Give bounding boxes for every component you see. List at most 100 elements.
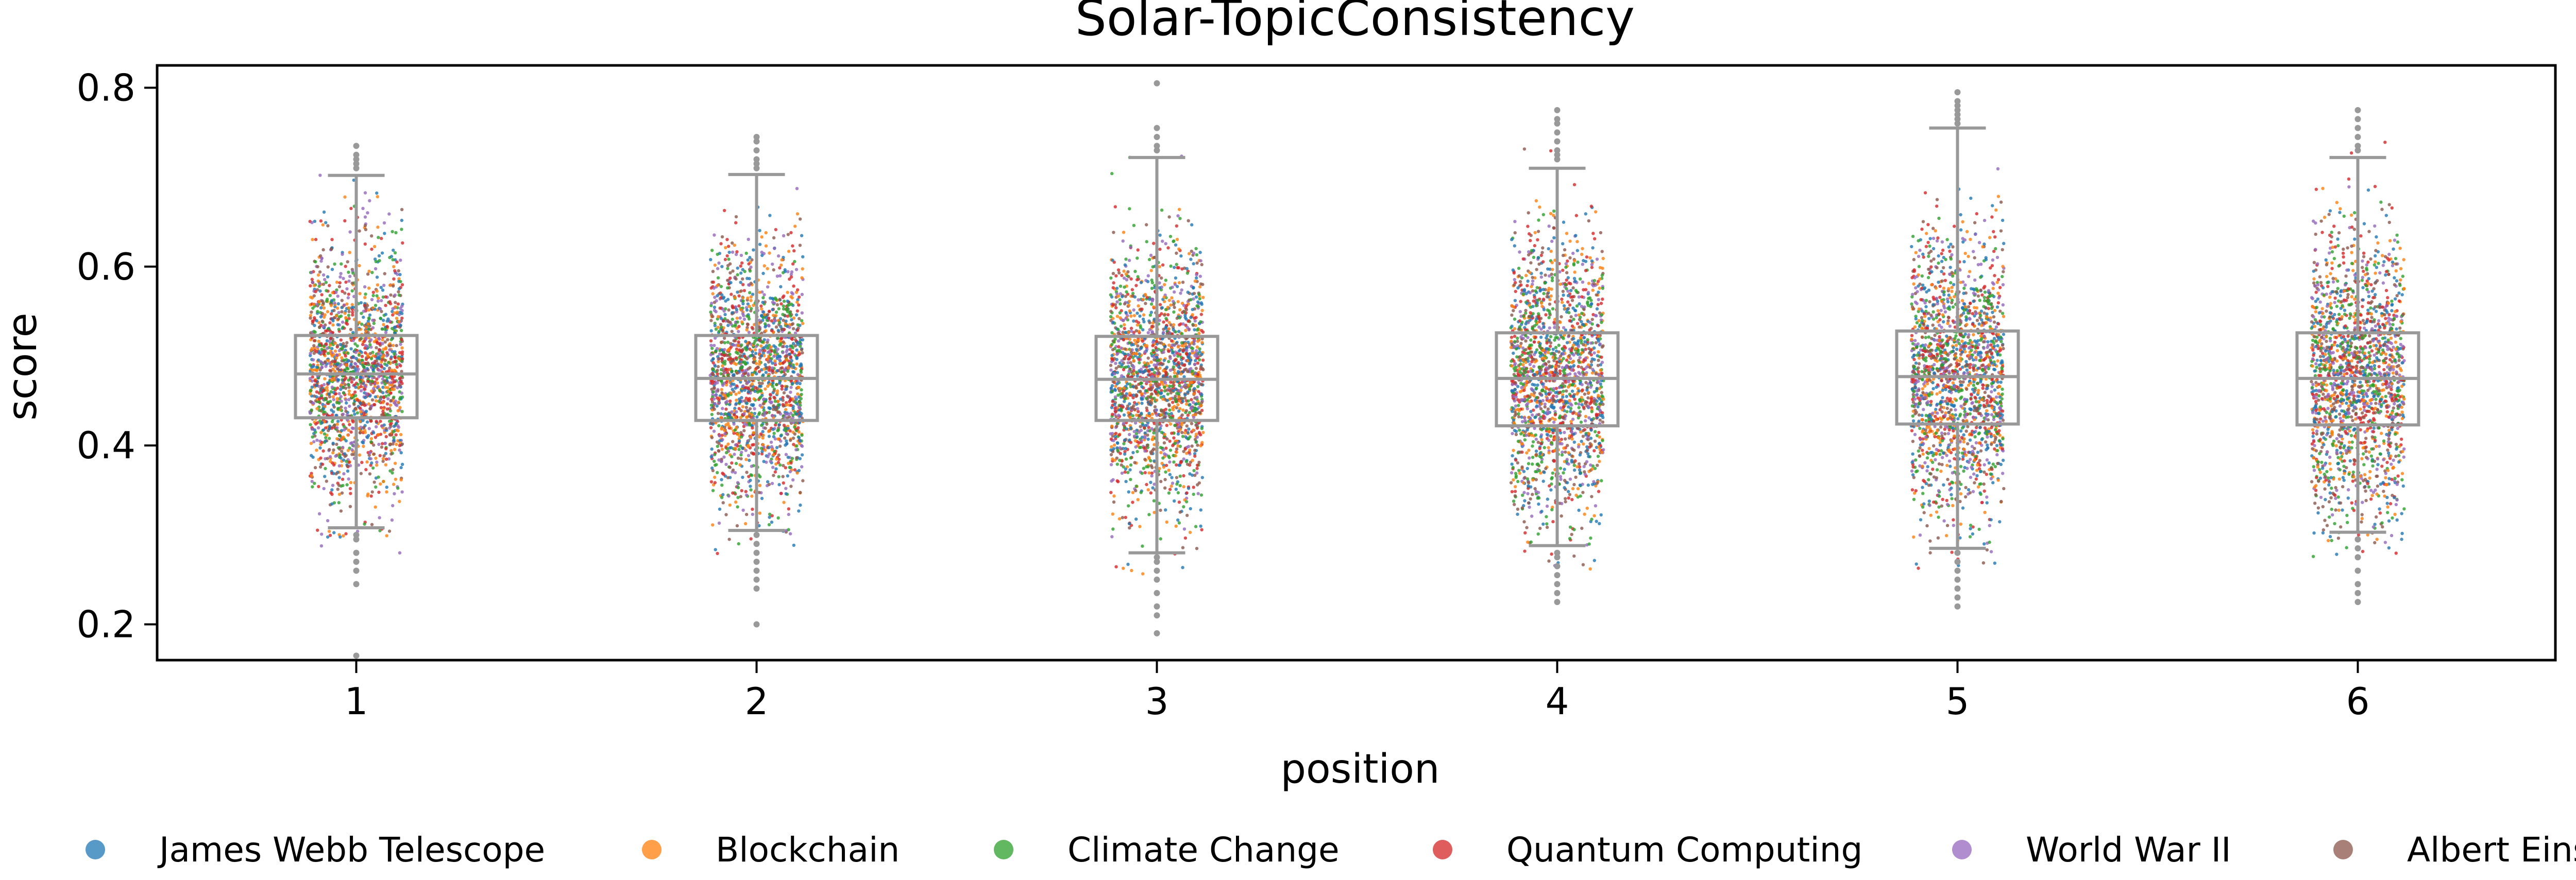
- strip-point: [727, 250, 731, 254]
- strip-point: [398, 383, 401, 387]
- strip-point: [767, 350, 771, 354]
- strip-point: [730, 359, 734, 363]
- strip-point: [735, 308, 739, 312]
- strip-point: [369, 357, 374, 360]
- strip-point: [1160, 461, 1164, 465]
- strip-point: [767, 281, 771, 284]
- strip-point: [788, 532, 792, 536]
- strip-point: [347, 389, 351, 393]
- strip-point: [762, 367, 766, 371]
- strip-point: [786, 270, 790, 273]
- strip-point: [317, 351, 321, 355]
- strip-point: [737, 324, 741, 329]
- strip-point: [799, 397, 803, 401]
- strip-point: [384, 457, 388, 461]
- strip-point: [1175, 447, 1179, 451]
- strip-point: [741, 277, 744, 281]
- strip-point: [384, 427, 388, 430]
- strip-point: [340, 356, 344, 360]
- strip-point: [319, 219, 323, 223]
- strip-point: [312, 294, 316, 298]
- strip-point: [1162, 441, 1166, 445]
- strip-point: [1178, 510, 1182, 514]
- strip-point: [795, 356, 799, 359]
- strip-point: [325, 298, 329, 301]
- strip-point: [1183, 363, 1187, 367]
- strip-point: [722, 354, 726, 357]
- strip-point: [791, 478, 795, 482]
- strip-point: [771, 381, 775, 385]
- strip-point: [330, 378, 334, 382]
- strip-point: [393, 293, 397, 297]
- strip-point: [329, 343, 332, 347]
- strip-point: [1200, 441, 1204, 444]
- strip-point: [364, 325, 368, 329]
- strip-point: [350, 281, 354, 285]
- strip-point: [392, 248, 395, 252]
- strip-point: [1164, 470, 1167, 474]
- strip-point: [400, 462, 404, 466]
- strip-point: [330, 354, 334, 358]
- strip-point: [709, 455, 713, 459]
- strip-point: [1147, 370, 1151, 373]
- strip-point: [723, 341, 727, 344]
- strip-point: [735, 410, 738, 413]
- strip-point: [716, 294, 719, 298]
- strip-point: [711, 361, 715, 365]
- strip-point: [727, 494, 731, 498]
- strip-point: [396, 487, 400, 490]
- strip-point: [741, 508, 745, 512]
- strip-point: [309, 296, 313, 299]
- strip-point: [387, 389, 391, 393]
- strip-point: [766, 346, 769, 350]
- strip-point: [1131, 406, 1134, 409]
- strip-point: [338, 453, 342, 457]
- strip-point: [342, 342, 345, 346]
- strip-point: [359, 385, 363, 388]
- strip-point: [750, 494, 754, 498]
- strip-point: [360, 312, 363, 315]
- strip-point: [1110, 424, 1114, 428]
- strip-point: [395, 404, 399, 407]
- strip-point: [330, 247, 333, 251]
- strip-point: [1200, 476, 1204, 479]
- strip-point: [318, 289, 322, 293]
- strip-point: [723, 313, 727, 316]
- strip-point: [361, 206, 365, 210]
- strip-point: [391, 471, 394, 475]
- strip-point: [749, 435, 753, 439]
- strip-point: [789, 386, 793, 389]
- strip-point: [1145, 223, 1148, 227]
- strip-point: [790, 291, 793, 295]
- strip-point: [1166, 392, 1170, 396]
- strip-point: [391, 307, 395, 310]
- strip-point: [323, 377, 327, 381]
- strip-point: [1199, 282, 1203, 286]
- strip-point: [725, 371, 729, 374]
- strip-point: [1164, 242, 1167, 246]
- strip-point: [337, 434, 342, 438]
- strip-point: [736, 496, 740, 499]
- strip-point: [770, 329, 774, 333]
- strip-point: [318, 282, 321, 285]
- strip-point: [758, 396, 761, 400]
- strip-point: [740, 389, 743, 393]
- strip-point: [318, 270, 322, 274]
- strip-point: [1128, 309, 1131, 313]
- strip-point: [1192, 492, 1195, 496]
- strip-point: [797, 295, 801, 299]
- strip-point: [741, 374, 744, 377]
- strip-point: [367, 269, 371, 273]
- strip-point: [789, 355, 793, 359]
- strip-point: [377, 442, 381, 446]
- strip-point: [340, 400, 343, 403]
- strip-point: [358, 406, 362, 410]
- strip-point: [393, 352, 396, 356]
- strip-point: [320, 293, 324, 297]
- strip-point: [376, 283, 380, 287]
- strip-point: [315, 350, 318, 354]
- strip-point: [1136, 248, 1140, 252]
- strip-point: [779, 302, 783, 306]
- strip-point: [771, 369, 775, 373]
- strip-point: [730, 292, 733, 296]
